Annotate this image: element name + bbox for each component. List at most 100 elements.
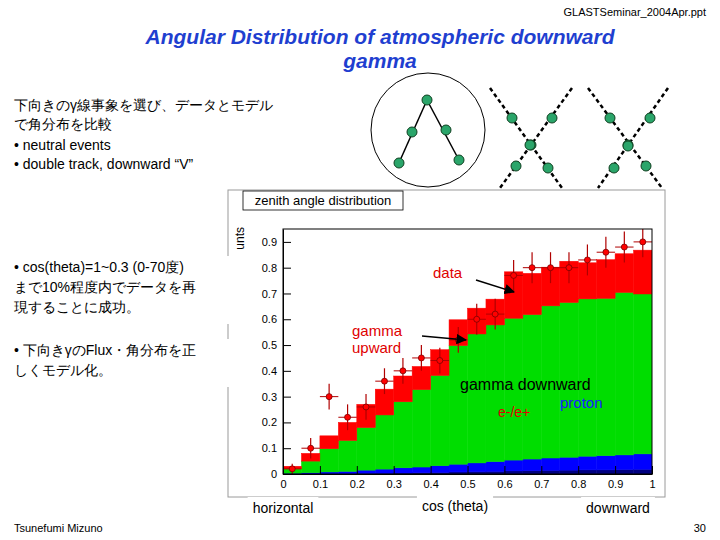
histogram-bar xyxy=(597,470,615,474)
diagram-dashed-track xyxy=(588,88,662,188)
annotation-arrow xyxy=(422,336,466,340)
tick: 0.2 xyxy=(262,416,291,428)
label-box xyxy=(417,495,493,517)
tick: 0.1 xyxy=(313,466,328,490)
histogram-bar xyxy=(320,436,338,449)
tick-label: 0.8 xyxy=(571,478,586,490)
histogram-bar xyxy=(634,469,652,474)
tick-mark xyxy=(468,466,469,474)
tick-label: 0.9 xyxy=(262,236,277,248)
chart-background xyxy=(228,190,665,497)
axis-annotation: horizontal xyxy=(253,500,314,516)
data-point xyxy=(474,316,480,322)
event-diagrams xyxy=(371,73,668,188)
diagram-hit xyxy=(422,95,432,105)
diagram-track xyxy=(398,100,427,165)
tick-mark xyxy=(320,466,321,474)
tick-mark xyxy=(504,466,505,474)
tick: 0.7 xyxy=(262,287,291,299)
diagram-hit xyxy=(609,163,619,173)
data-point xyxy=(548,265,554,271)
label-background xyxy=(350,321,408,357)
histogram-bar xyxy=(375,415,393,469)
tick-mark xyxy=(283,371,291,372)
histogram-bar xyxy=(615,470,633,474)
tick-mark xyxy=(283,319,291,320)
y-axis-label: unts xyxy=(233,227,247,250)
diagram-hit xyxy=(526,140,536,150)
tick-label: 0.2 xyxy=(350,478,365,490)
title: Angular Distribution of atmospheric down… xyxy=(144,25,615,48)
tick-label: 0.6 xyxy=(497,478,512,490)
histogram-bar xyxy=(412,467,430,473)
data-point xyxy=(400,368,406,374)
tick-label: 0.2 xyxy=(262,416,277,428)
tick: 0.5 xyxy=(460,466,475,490)
note-text: しくモデル化。 xyxy=(14,362,112,378)
diagram-hit xyxy=(645,113,655,123)
note-text: • 下向きγのFlux・角分布を正 xyxy=(14,342,196,358)
note-text: • cos(theta)=1~0.3 (0-70度) xyxy=(14,259,184,275)
tick: 0.2 xyxy=(350,466,365,490)
title: gamma xyxy=(342,49,417,72)
tick-mark xyxy=(283,448,291,449)
diagram-hit xyxy=(454,155,464,165)
data-point xyxy=(584,257,590,263)
label-box xyxy=(248,497,319,519)
data-point xyxy=(418,355,424,361)
header: GLASTSeminar_2004Apr.ppt xyxy=(564,6,706,18)
y-axis: 00.10.20.30.40.50.60.70.80.9 xyxy=(262,230,291,481)
intro-text: 下向きのγ線事象を選び、データとモデル xyxy=(14,97,273,113)
tick-mark xyxy=(283,242,291,243)
histogram-bar xyxy=(634,454,652,469)
diagram-hit xyxy=(641,161,651,171)
histogram-bar xyxy=(486,325,504,462)
tick-mark xyxy=(394,466,395,474)
diagram-hit xyxy=(605,113,615,123)
histogram-bar xyxy=(504,460,522,471)
histogram-bar xyxy=(578,456,596,470)
tick-label: 0.1 xyxy=(262,442,277,454)
tick: 0.4 xyxy=(262,365,291,377)
histogram-bar xyxy=(634,294,652,454)
chart-title-box xyxy=(243,191,403,210)
histogram-bar xyxy=(357,428,375,471)
histogram-bar xyxy=(449,346,467,465)
diagram-hit xyxy=(547,113,557,123)
tick-label: 0.7 xyxy=(262,287,277,299)
series-label: gamma upward xyxy=(352,322,406,356)
tick-mark xyxy=(578,466,579,474)
histogram-bar xyxy=(375,469,393,473)
tick: 0.6 xyxy=(497,466,512,490)
data-point xyxy=(511,272,517,278)
series-label: e-/e+ xyxy=(498,404,530,420)
histogram-bar xyxy=(560,457,578,470)
page-number: 30 xyxy=(694,522,706,534)
intro-text: で角分布を比較 xyxy=(14,116,112,132)
histogram-bar xyxy=(615,455,633,470)
diagram-dashed-track xyxy=(500,88,572,188)
histogram-bar xyxy=(449,464,467,472)
tick: 0.5 xyxy=(262,339,291,351)
tick-label: 0.3 xyxy=(387,478,402,490)
tick-mark xyxy=(283,293,291,294)
note: • 下向きγのFlux・角分布を正しくモデル化。 xyxy=(8,339,246,387)
diagram-hit xyxy=(511,161,521,171)
data-point xyxy=(566,265,572,271)
label-background xyxy=(431,263,465,282)
diagram-hit xyxy=(623,141,633,151)
diagram-hit xyxy=(543,163,553,173)
histogram-bar xyxy=(523,459,541,471)
histogram-bar xyxy=(412,390,430,467)
data-point xyxy=(492,311,498,317)
label-box xyxy=(581,497,655,519)
slide: GLASTSeminar_2004Apr.ppt Angular Distribu… xyxy=(0,0,720,540)
tick: 0.3 xyxy=(262,391,291,403)
author: Tsunefumi Mizuno xyxy=(14,522,103,534)
histogram-bar xyxy=(468,334,486,463)
tick-label: 0.9 xyxy=(608,478,623,490)
histogram-bar xyxy=(357,470,375,473)
diagram-dashed-track xyxy=(490,88,562,188)
tick: 0.9 xyxy=(608,466,623,490)
diagram-hit xyxy=(441,125,451,135)
